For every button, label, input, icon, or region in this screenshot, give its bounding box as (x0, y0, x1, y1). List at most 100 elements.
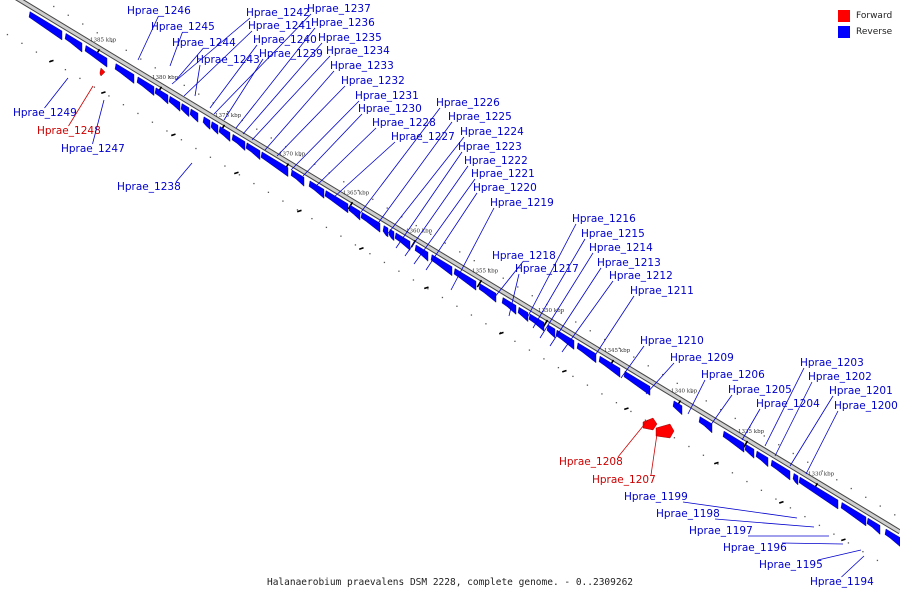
gene-leader-line (332, 141, 396, 199)
gene-leader-line (525, 223, 577, 321)
gene-label: Hprae_1199 (624, 491, 688, 503)
genome-backbone (16, 0, 900, 534)
gene-label: Hprae_1205 (728, 384, 792, 396)
gene-block-reverse (770, 459, 791, 481)
gene-label: Hprae_1216 (572, 213, 636, 225)
axis-tick-dot (354, 244, 357, 246)
gene-label: Hprae_1198 (656, 508, 720, 520)
axis-tick-dot (137, 112, 139, 115)
axis-tick-dot (401, 216, 403, 218)
gene-block-reverse (260, 151, 289, 177)
gene-label: Hprae_1244 (172, 37, 236, 49)
axis-tick-dot (111, 40, 113, 43)
gene-label: Hprae_1237 (307, 3, 371, 15)
axis-tick-dot (430, 233, 432, 236)
axis-tick-dot (865, 496, 867, 498)
axis-major-tick (423, 286, 429, 290)
axis-tick-dot (734, 417, 736, 420)
axis-tick-dot (169, 75, 171, 78)
gene-leader-line (709, 394, 733, 427)
gene-block-reverse (430, 254, 453, 277)
gene-leader-line (714, 518, 815, 528)
gene-leader-line (315, 127, 377, 187)
gene-block-reverse (28, 11, 63, 41)
gene-label: Hprae_1231 (355, 90, 419, 102)
kbp-label: 1380 kbp (152, 75, 179, 81)
axis-tick-dot (398, 270, 400, 272)
gene-label: Hprae_1220 (473, 182, 537, 194)
gene-leader-line (68, 85, 94, 127)
legend-label-forward: Forward (856, 11, 893, 21)
kbp-label: 1335 kbp (738, 429, 765, 435)
gene-leader-line (617, 419, 649, 458)
gene-leader-line (276, 85, 346, 157)
gene-block-reverse (180, 103, 190, 118)
gene-block-forward (642, 417, 658, 431)
kbp-label: 1370 kbp (279, 152, 306, 158)
gene-leader-line (781, 542, 844, 545)
gene-leader-line (682, 501, 798, 519)
axis-tick-dot (821, 470, 823, 472)
axis-tick-dot (601, 393, 603, 395)
axis-tick-dot (528, 349, 531, 351)
axis-tick-dot (702, 454, 705, 456)
gene-label: Hprae_1212 (609, 270, 673, 282)
axis-tick-dot (53, 5, 55, 8)
axis-tick-dot (79, 77, 81, 80)
axis-major-tick (358, 247, 364, 250)
kbp-label: 1365 kbp (343, 190, 370, 196)
axis-tick-dot (386, 207, 388, 209)
axis-tick-dot (575, 321, 577, 323)
gene-block-reverse (517, 306, 529, 323)
axis-tick-dot (760, 489, 763, 491)
axis-tick-dot (894, 514, 896, 516)
axis-major-tick (233, 171, 239, 175)
axis-tick-dot (879, 505, 881, 507)
axis-major-tick (713, 461, 719, 465)
axis-tick-dot (415, 224, 417, 227)
gene-block-reverse (755, 450, 769, 468)
gene-block-reverse (202, 116, 211, 130)
gene-leader-line (687, 379, 706, 415)
axis-tick-dot (746, 480, 748, 483)
axis-tick-dot (850, 487, 852, 490)
gene-block-reverse (478, 283, 497, 303)
axis-tick-dot (589, 330, 591, 332)
gene-label: Hprae_1249 (13, 107, 77, 119)
gene-label: Hprae_1238 (117, 181, 181, 193)
gene-label: Hprae_1247 (61, 143, 125, 155)
axis-tick-dot (818, 524, 821, 527)
gene-block-reverse (394, 232, 411, 251)
gene-leader-line (450, 207, 495, 291)
axis-layer (6, 5, 896, 562)
gene-block-forward (655, 423, 675, 439)
axis-tick-dot (633, 356, 635, 358)
gene-label: Hprae_1204 (756, 398, 820, 410)
gene-label: Hprae_1246 (127, 5, 191, 17)
axis-major-tick (498, 331, 504, 335)
gene-label: Hprae_1227 (391, 131, 455, 143)
gene-label: Hprae_1240 (253, 34, 317, 46)
gene-label: Hprae_1223 (458, 141, 522, 153)
kbp-label: 1360 kbp (406, 228, 433, 234)
gene-block-reverse (154, 87, 169, 105)
kbp-label: 1350 kbp (538, 308, 565, 314)
axis-tick-dot (644, 419, 647, 421)
axis-tick-dot (778, 444, 780, 446)
gene-label: Hprae_1201 (829, 385, 893, 397)
gene-label: Hprae_1209 (670, 352, 734, 364)
gene-leader-line (413, 178, 476, 265)
gene-leader-line (175, 162, 193, 183)
axis-tick-dot (456, 305, 458, 307)
axis-tick-dot (151, 121, 154, 123)
axis-tick-dot (108, 95, 110, 97)
gene-label: Hprae_1248 (37, 125, 101, 137)
axis-tick-dot (676, 382, 678, 385)
gene-block-reverse (546, 324, 556, 339)
axis-tick-dot (514, 340, 516, 342)
gene-block-reverse (698, 416, 713, 434)
gene-block-reverse (308, 180, 325, 199)
axis-major-tick (296, 209, 302, 213)
axis-tick-dot (459, 251, 461, 253)
axis-tick-dot (705, 400, 707, 402)
